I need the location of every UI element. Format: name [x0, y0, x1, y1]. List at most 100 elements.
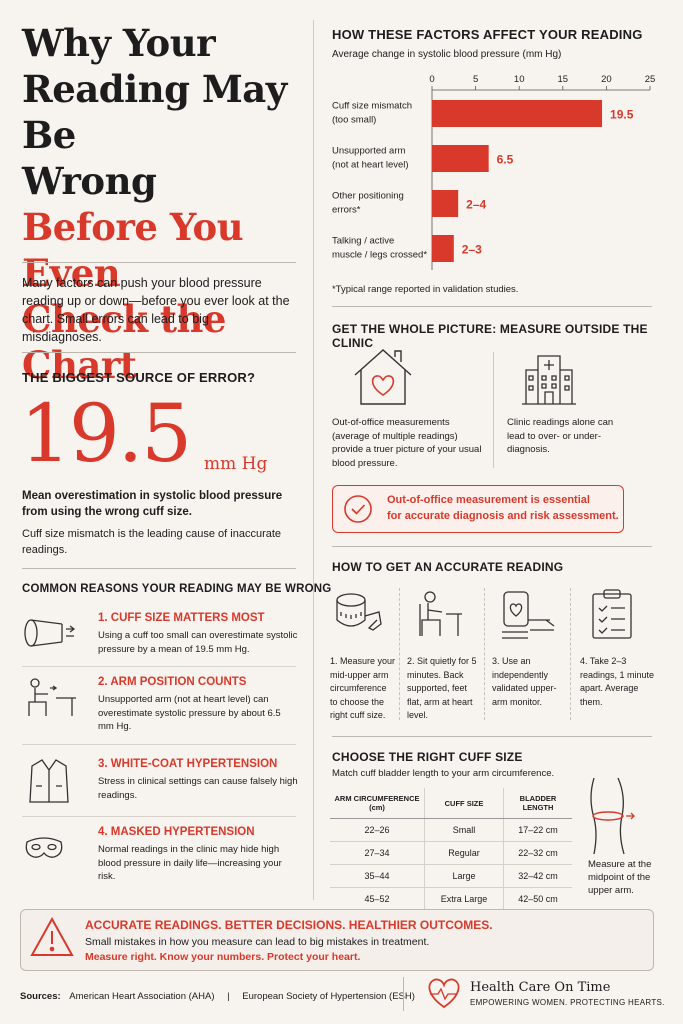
big-stat-unit: mm Hg [204, 454, 268, 474]
column-header: BLADDER LENGTH [503, 788, 572, 819]
table-cell: 22–26 [330, 818, 425, 842]
category-label: (too small) [332, 115, 376, 126]
table-row: 22–26 Small 17–22 cm [330, 818, 572, 842]
title-line-3: Wrong [22, 159, 157, 203]
big-stat-description: Mean overestimation in systolic blood pr… [22, 490, 283, 518]
page-title: Why Your Reading May Be Wrong Before You… [22, 20, 312, 388]
reason-white-coat: 3. WHITE-COAT HYPERTENSION Stress in cli… [22, 758, 298, 814]
bottom-banner: ACCURATE READINGS. BETTER DECISIONS. HEA… [20, 909, 654, 971]
category-label: Other positioning [332, 191, 404, 202]
reason-title: 1. CUFF SIZE MATTERS MOST [98, 612, 265, 624]
divider [22, 666, 296, 667]
banner-heading: ACCURATE READINGS. BETTER DECISIONS. HEA… [85, 918, 493, 932]
step-4-text: 4. Take 2–3 readings, 1 minute apart. Av… [580, 656, 655, 707]
house-heart-icon [354, 349, 412, 405]
bar-value-label: 6.5 [497, 153, 514, 167]
title-line-1: Why Your [22, 21, 216, 65]
reasons-heading: COMMON REASONS YOUR READING MAY BE WRONG [22, 583, 332, 595]
bar [432, 235, 454, 262]
column-header: CUFF SIZE [424, 788, 504, 819]
bar [432, 190, 459, 217]
table-cell: 42–50 cm [503, 887, 572, 910]
big-stat-note: Cuff size mismatch is the leading cause … [22, 528, 282, 556]
source-esh: European Society of Hypertension (ESH) [242, 991, 415, 1002]
category-label: (not at heart level) [332, 160, 409, 171]
sources-label: Sources: [20, 991, 61, 1002]
column-divider [313, 20, 314, 900]
chart-title: HOW THESE FACTORS AFFECT YOUR READING [332, 27, 643, 42]
seated-chair-icon [419, 591, 462, 636]
reason-title: 4. MASKED HYPERTENSION [98, 826, 255, 838]
measure-note: Measure at the midpoint of the upper arm… [588, 859, 652, 896]
accurate-reading-heading: HOW TO GET AN ACCURATE READING [332, 560, 564, 574]
category-label: muscle / legs crossed* [332, 250, 427, 261]
x-tick-label: 5 [473, 74, 478, 85]
divider [22, 262, 296, 263]
cuff-icon [24, 619, 76, 647]
clipboard-checklist-icon [592, 589, 632, 639]
title-line-2: Reading May Be [22, 67, 287, 157]
step-2-text: 2. Sit quietly for 5 minutes. Back suppo… [407, 656, 477, 720]
banner-cta: Measure right. Know your numbers. Protec… [85, 951, 361, 963]
table-cell: Regular [424, 841, 504, 865]
table-cell: 45–52 [330, 887, 425, 910]
callout-line-2: for accurate diagnosis and risk assessme… [387, 510, 619, 522]
seated-person-icon [28, 678, 76, 716]
picture-divider [493, 352, 494, 468]
source-aha: American Heart Association (AHA) [69, 991, 215, 1002]
table-row: 45–52 Extra Large 42–50 cm [330, 887, 572, 910]
lab-coat-icon [29, 759, 69, 803]
brand-name: Health Care On Time [470, 980, 611, 995]
source-separator: | [227, 991, 230, 1002]
reason-title: 2. ARM POSITION COUNTS [98, 676, 247, 688]
bar-value-label: 2–3 [462, 243, 482, 257]
callout-line-1: Out-of-office measurement is essential [387, 494, 590, 506]
outside-clinic-heading: GET THE WHOLE PICTURE: MEASURE OUTSIDE T… [332, 322, 648, 350]
reason-cuff-size: 1. CUFF SIZE MATTERS MOST Using a cuff t… [22, 612, 297, 664]
cuff-size-heading: CHOOSE THE RIGHT CUFF SIZE [332, 750, 523, 764]
reason-body: Normal readings in the clinic may hide h… [98, 844, 282, 882]
reason-body: Stress in clinical settings can cause fa… [98, 776, 298, 801]
brand-tagline: EMPOWERING WOMEN. PROTECTING HEARTS. [470, 998, 665, 1007]
x-tick-label: 10 [514, 74, 525, 85]
table-cell: 17–22 cm [503, 818, 572, 842]
category-label: Talking / active [332, 236, 394, 247]
upper-arm-icon [590, 777, 635, 855]
sources: Sources: American Heart Association (AHA… [20, 991, 415, 1002]
step-1-text: 1. Measure your mid-upper arm circumfere… [330, 656, 396, 720]
table-cell: 32–42 cm [503, 864, 572, 888]
x-tick-label: 20 [601, 74, 612, 85]
table-cell: Large [424, 864, 504, 888]
bar [432, 145, 489, 172]
chart-footnote: *Typical range reported in validation st… [332, 284, 519, 295]
table-cell: 27–34 [330, 841, 425, 865]
reason-masked: 4. MASKED HYPERTENSION Normal readings i… [22, 826, 297, 886]
cuff-size-table: ARM CIRCUMFERENCE (cm) CUFF SIZE BLADDER… [330, 788, 572, 910]
bar [432, 100, 603, 127]
table-row: 27–34 Regular 22–32 cm [330, 841, 572, 865]
clinic-only-text: Clinic readings alone can lead to over- … [507, 417, 614, 455]
bp-monitor-icon [502, 591, 555, 639]
column-header: ARM CIRCUMFERENCE (cm) [330, 788, 425, 819]
x-tick-label: 0 [429, 74, 434, 85]
x-tick-label: 25 [645, 74, 656, 85]
reason-arm-position: 2. ARM POSITION COUNTS Unsupported arm (… [22, 676, 297, 738]
table-row: 35–44 Large 32–42 cm [330, 864, 572, 888]
table-cell: Extra Large [424, 887, 504, 910]
footer-divider [403, 977, 404, 1011]
check-circle-icon [344, 495, 372, 523]
table-cell: 22–32 cm [503, 841, 572, 865]
table-cell: 35–44 [330, 864, 425, 888]
bar-chart: 0 5 10 15 20 25 19.5 Cuff size mismatch (too sma… [332, 74, 656, 270]
hospital-icon [522, 355, 576, 405]
reason-body: Unsupported arm (not at heart level) can… [98, 694, 281, 732]
divider [332, 736, 652, 737]
banner-line: Small mistakes in how you measure can le… [85, 936, 430, 948]
title-line-5: Check the Chart [22, 297, 226, 387]
measuring-tape-icon [336, 593, 382, 631]
divider [22, 744, 296, 745]
brand-heart-icon [428, 978, 460, 1009]
table-cell: Small [424, 818, 504, 842]
divider [332, 306, 652, 307]
step-3-text: 3. Use an independently validated upper-… [492, 656, 557, 707]
